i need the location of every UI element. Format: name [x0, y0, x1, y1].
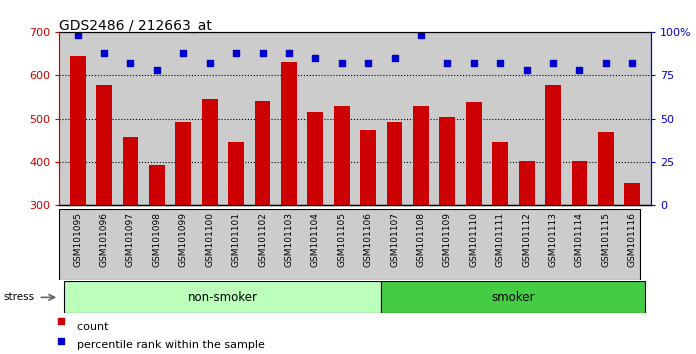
Text: smoker: smoker — [491, 291, 535, 304]
Text: GSM101113: GSM101113 — [548, 212, 557, 267]
Bar — [571, 161, 587, 205]
Bar — [70, 56, 86, 205]
Text: GSM101115: GSM101115 — [601, 212, 610, 267]
Bar — [308, 112, 323, 205]
Text: GSM101100: GSM101100 — [205, 212, 214, 267]
Point — [363, 60, 374, 66]
Point — [495, 60, 506, 66]
Bar — [96, 85, 112, 205]
Text: GSM101116: GSM101116 — [628, 212, 637, 267]
Point — [442, 60, 453, 66]
Text: GSM101108: GSM101108 — [416, 212, 425, 267]
Text: GSM101110: GSM101110 — [469, 212, 478, 267]
Text: count: count — [70, 322, 108, 332]
Bar — [65, 281, 381, 313]
Bar — [413, 105, 429, 205]
Bar — [122, 137, 139, 205]
Text: GSM101095: GSM101095 — [73, 212, 82, 267]
Text: GSM101107: GSM101107 — [390, 212, 399, 267]
Point — [230, 50, 242, 56]
Text: GSM101106: GSM101106 — [364, 212, 372, 267]
Bar — [202, 99, 218, 205]
Point — [521, 67, 532, 73]
Point — [151, 67, 162, 73]
Point — [283, 50, 294, 56]
Text: GSM101103: GSM101103 — [285, 212, 294, 267]
Text: percentile rank within the sample: percentile rank within the sample — [70, 340, 264, 350]
Point — [177, 50, 189, 56]
Text: GDS2486 / 212663_at: GDS2486 / 212663_at — [59, 19, 212, 34]
Point — [600, 60, 611, 66]
Bar — [281, 62, 297, 205]
Text: non-smoker: non-smoker — [188, 291, 258, 304]
Bar — [334, 107, 349, 205]
Point — [56, 318, 67, 324]
Text: GSM101105: GSM101105 — [338, 212, 346, 267]
Bar — [381, 281, 645, 313]
Bar — [519, 161, 535, 205]
Point — [336, 60, 347, 66]
Text: GSM101099: GSM101099 — [179, 212, 188, 267]
Point — [56, 338, 67, 344]
Text: GSM101111: GSM101111 — [496, 212, 505, 267]
Bar — [624, 183, 640, 205]
Text: GSM101101: GSM101101 — [232, 212, 241, 267]
Point — [389, 55, 400, 61]
Point — [416, 33, 427, 38]
Text: GSM101109: GSM101109 — [443, 212, 452, 267]
Point — [257, 50, 268, 56]
Point — [72, 33, 84, 38]
Text: GSM101098: GSM101098 — [152, 212, 161, 267]
Point — [99, 50, 110, 56]
Bar — [387, 122, 402, 205]
Bar — [545, 85, 561, 205]
Text: GSM101102: GSM101102 — [258, 212, 267, 267]
Text: GSM101096: GSM101096 — [100, 212, 109, 267]
Text: GSM101097: GSM101097 — [126, 212, 135, 267]
Point — [310, 55, 321, 61]
Bar — [439, 117, 455, 205]
Bar — [598, 132, 614, 205]
Bar — [466, 102, 482, 205]
Bar — [492, 142, 508, 205]
Text: stress: stress — [3, 292, 35, 302]
Text: GSM101114: GSM101114 — [575, 212, 584, 267]
Point — [125, 60, 136, 66]
Point — [574, 67, 585, 73]
Bar — [175, 122, 191, 205]
Point — [204, 60, 215, 66]
Text: GSM101104: GSM101104 — [311, 212, 320, 267]
Point — [626, 60, 638, 66]
Point — [548, 60, 559, 66]
Bar — [361, 130, 376, 205]
Point — [468, 60, 480, 66]
Bar — [228, 142, 244, 205]
Bar — [255, 101, 271, 205]
Bar — [149, 165, 165, 205]
Text: GSM101112: GSM101112 — [522, 212, 531, 267]
